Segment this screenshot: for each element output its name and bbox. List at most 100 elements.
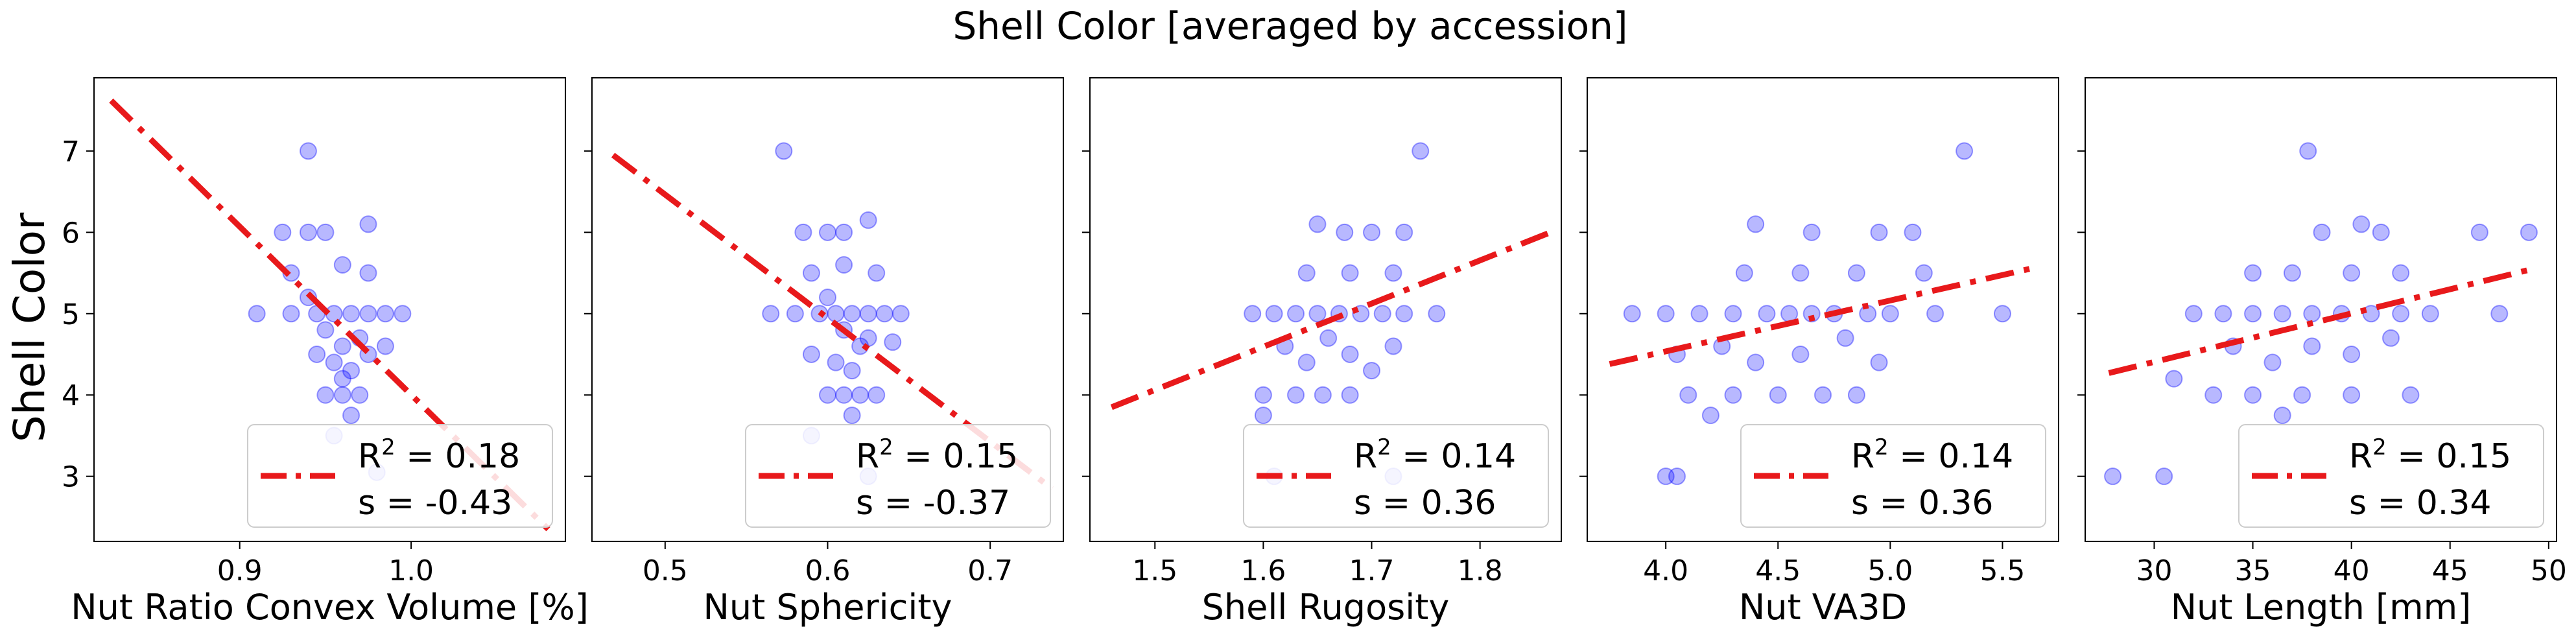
data-point [2362,305,2380,323]
data-point [299,142,317,160]
data-point [2470,223,2488,241]
data-point [2244,386,2262,404]
data-point [2372,223,2390,241]
data-point [1791,264,1810,282]
legend: R2 = 0.14 s = 0.36 [1740,424,2046,528]
data-point [1915,264,1933,282]
x-tick-label: 1.7 [1349,554,1395,587]
x-tick-label: 45 [2432,554,2468,587]
data-point [2352,215,2370,233]
data-point [1395,223,1413,241]
x-axis-label: Nut Length [mm] [2171,587,2472,628]
legend-r2-text: R2 = 0.15 [856,434,1018,476]
data-point [1814,386,1832,404]
data-point [2303,337,2321,355]
data-point [1690,305,1708,323]
x-tick-label: 0.7 [967,554,1013,587]
legend: R2 = 0.15 s = -0.37 [745,424,1051,528]
data-point [1412,142,1430,160]
data-point [835,256,853,274]
data-point [1428,305,1446,323]
data-point [843,407,861,425]
legend-s-text: s = 0.34 [2349,484,2492,523]
legend: R2 = 0.18 s = -0.43 [247,424,553,528]
data-point [1254,407,1272,425]
legend-r2-text: R2 = 0.14 [1851,434,2013,476]
data-point [775,142,793,160]
x-tick-label: 5.0 [1867,554,1913,587]
data-point [835,223,853,241]
legend: R2 = 0.14 s = 0.36 [1243,424,1549,528]
data-point [2165,370,2183,388]
data-point [351,386,369,404]
legend: R2 = 0.15 s = 0.34 [2238,424,2544,528]
legend-s-text: s = -0.43 [358,484,512,523]
data-point [2184,305,2203,323]
regression-line [1609,266,2030,367]
x-axis-label: Nut Ratio Convex Volume [%] [71,587,589,628]
data-point [1926,305,1944,323]
data-point [1668,467,1686,486]
data-point [1341,345,1359,363]
data-point [2299,142,2317,160]
data-point [1244,305,1262,323]
data-point [2343,345,2361,363]
y-tick-label: 6 [62,217,80,250]
data-point [1319,329,1338,347]
x-tick-label: 4.5 [1755,554,1801,587]
data-point [333,386,351,404]
legend-r2-text: R2 = 0.18 [358,434,520,476]
data-point [394,305,412,323]
data-point [1791,345,1810,363]
data-point [1758,305,1776,323]
x-tick-label: 50 [2531,554,2567,587]
data-point [819,223,836,241]
data-point [1265,305,1283,323]
y-tick-label: 4 [62,379,80,412]
legend-r2-text: R2 = 0.14 [1354,434,1516,476]
data-point [1308,215,1327,233]
data-point [1623,305,1641,323]
data-point [1297,264,1316,282]
data-point [1724,386,1742,404]
data-point [2490,305,2509,323]
data-point [1308,305,1327,323]
figure-title: Shell Color [averaged by accession] [952,4,1627,48]
y-tick-label: 7 [62,136,80,169]
data-point [802,345,820,363]
legend-box [1740,424,2046,528]
data-point [786,305,804,323]
data-point [333,337,351,355]
data-point [342,407,360,425]
x-axis-label: Nut Sphericity [703,587,952,628]
data-point [282,305,300,323]
regression-line [1110,230,1552,410]
data-point [342,362,360,380]
data-point [1802,223,1821,241]
x-tick-label: 40 [2334,554,2370,587]
data-point [1657,305,1675,323]
y-tick-label: 3 [62,461,80,494]
x-tick-label: 5.5 [1979,554,2025,587]
data-point [875,305,893,323]
data-point [859,211,877,230]
data-point [1657,467,1675,486]
y-tick-label: 5 [62,298,80,331]
data-point [2421,305,2439,323]
data-point [843,362,861,380]
regression-line [2108,266,2534,376]
data-point [1847,264,1865,282]
data-point [1735,264,1753,282]
data-point [359,305,377,323]
data-point [359,215,377,233]
data-point [1679,386,1697,404]
data-point [1769,386,1787,404]
data-point [248,305,266,323]
data-point [1363,223,1381,241]
data-point [835,386,853,404]
data-point [1254,386,1272,404]
data-point [819,289,836,307]
data-point [1314,386,1332,404]
